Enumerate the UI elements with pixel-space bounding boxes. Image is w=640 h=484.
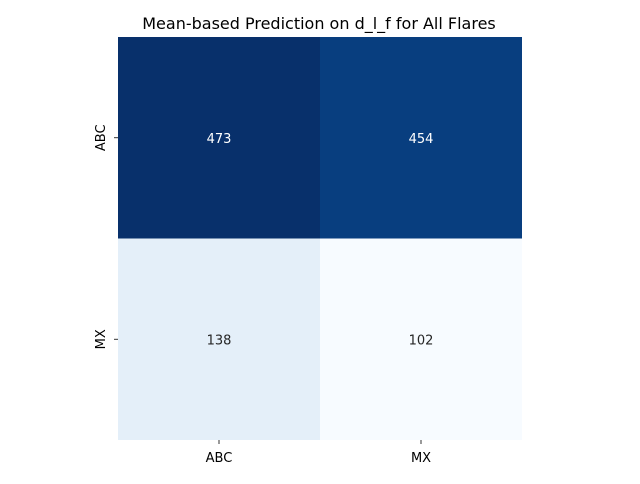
x-tick-label-0: ABC: [206, 451, 233, 466]
heatmap-cell-r1-c0: [118, 238, 320, 440]
heatmap-value-label-r1-c1: 102: [409, 333, 434, 348]
y-axis: ABC MX: [94, 124, 118, 349]
x-tick-label-1: MX: [411, 451, 431, 466]
y-tick-label-0: ABC: [94, 124, 109, 151]
heatmap-value-label-r0-c1: 454: [409, 132, 434, 147]
y-tick-label-1: MX: [94, 329, 109, 349]
heatmap-value-labels: 473 454 138 102: [207, 132, 434, 349]
x-axis: ABC MX: [206, 440, 431, 466]
chart-title: Mean-based Prediction on d_l_f for All F…: [142, 14, 496, 34]
heatmap-cell-r0-c0: [118, 37, 320, 239]
heatmap-cell-r1-c1: [320, 238, 522, 440]
heatmap-value-label-r1-c0: 138: [207, 333, 232, 348]
heatmap-cell-r0-c1: [320, 37, 522, 239]
heatmap-value-label-r0-c0: 473: [207, 132, 232, 147]
heatmap-cells: [118, 37, 522, 440]
